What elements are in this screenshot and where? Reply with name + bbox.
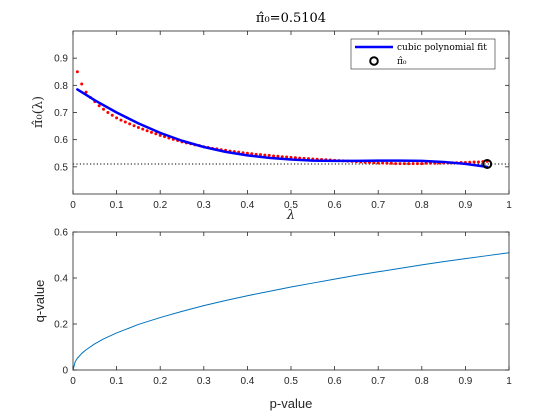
qvalue-x-tick-label: 0.4 <box>240 376 254 387</box>
legend-pi0-marker <box>369 56 379 66</box>
pi0-data-point <box>106 111 110 114</box>
pi0-data-point <box>119 118 123 122</box>
pi0-data-point <box>398 162 402 166</box>
pi0-y-tick-label: 0.8 <box>54 81 68 92</box>
pi0-data-point <box>141 127 145 131</box>
legend-pi0-label: π̂₀ <box>397 56 407 67</box>
pi0-data-point <box>136 125 140 129</box>
pi0-data-point <box>411 162 415 166</box>
qvalue-x-tick-label: 0 <box>70 376 76 387</box>
pi0-data-point <box>476 160 480 164</box>
pi0-data-point <box>97 104 101 108</box>
pi0-x-tick-label: 1 <box>506 200 512 211</box>
qvalue-x-tick-label: 0.5 <box>284 376 298 387</box>
qvalue-x-tick-label: 0.9 <box>458 376 472 387</box>
pi0-data-point <box>263 153 267 157</box>
qvalue-x-tick-label: 0.1 <box>110 376 124 387</box>
pi0-data-point <box>285 155 289 159</box>
pi0-data-point <box>145 129 149 133</box>
pi0-data-point <box>293 156 297 160</box>
pi0-x-tick-label: 0.4 <box>240 200 254 211</box>
qvalue-x-axis-label: p-value <box>270 396 313 411</box>
qvalue-x-tick-label: 0.6 <box>328 376 342 387</box>
pi0-x-tick-label: 0.7 <box>371 200 385 211</box>
pi0-data-point <box>132 124 136 128</box>
pi0-data-point <box>389 161 393 165</box>
pi0-x-tick-label: 0.2 <box>153 200 167 211</box>
pi0-y-tick-label: 0.9 <box>54 54 68 65</box>
pi0-x-axis-label: λ <box>286 208 295 223</box>
pi0-data-point <box>402 162 406 166</box>
pi0-ticks: 0 0.1 0.2 0.3 0.4 0.5 0.6 0.7 0.8 0.9 1 0.5 0.6 0.7 0.… <box>54 31 512 211</box>
pi0-x-tick-label: 0.5 <box>284 200 298 211</box>
qvalue-y-axis-label: q-value <box>32 280 47 323</box>
qvalue-x-tick-label: 1 <box>506 376 512 387</box>
pi0-x-tick-label: 0.3 <box>197 200 211 211</box>
qvalue-x-tick-label: 0.3 <box>197 376 211 387</box>
qvalue-panel: 0 0.1 0.2 0.3 0.4 0.5 0.6 0.7 0.8 0.9 100.20.40.6 … <box>32 228 512 412</box>
qvalue-y-tick-label: 0.4 <box>54 274 68 285</box>
pi0-data-point <box>289 155 293 159</box>
qvalue-x-tick-label: 0.8 <box>415 376 429 387</box>
pi0-data-point <box>102 107 106 111</box>
pi0-data-point <box>84 90 88 94</box>
pi0-estimate-marker <box>482 159 493 170</box>
pi0-y-tick-label: 0.6 <box>54 135 68 146</box>
pi0-data-point <box>75 70 79 74</box>
pi0-data-point <box>280 155 284 159</box>
pi0-data-point <box>250 152 254 156</box>
pi0-data-point <box>123 120 127 124</box>
pi0-data-point <box>415 162 419 166</box>
qvalue-plot-area <box>73 232 509 370</box>
pi0-x-tick-label: 0 <box>70 200 76 211</box>
pi0-data-point <box>385 161 389 165</box>
pi0-y-tick-label: 0.5 <box>54 162 68 173</box>
pi0-data-point <box>272 154 276 158</box>
pi0-chart-title: π̂₀=0.5104 <box>256 11 326 26</box>
legend-fit-label: cubic polynomial fit <box>397 43 487 53</box>
pi0-y-axis-label: π̂₀(λ) <box>31 96 46 128</box>
pi0-data-point <box>276 154 280 158</box>
pi0-y-tick-label: 0.7 <box>54 108 68 119</box>
qvalue-data-layer <box>72 252 510 371</box>
pi0-x-tick-label: 0.6 <box>328 200 342 211</box>
pi0-data-point <box>372 161 376 165</box>
qvalue-y-tick-label: 0.6 <box>54 228 68 239</box>
pi0-data-point <box>376 161 380 165</box>
pi0-data-point <box>128 122 132 126</box>
pi0-x-tick-label: 0.1 <box>110 200 124 211</box>
pi0-x-tick-label: 0.9 <box>458 200 472 211</box>
pi0-data-point <box>468 160 472 164</box>
pi0-data-point <box>381 161 385 165</box>
pi0-data-point <box>424 161 428 165</box>
pi0-data-point <box>110 113 114 117</box>
qvalue-y-tick-label: 0 <box>62 366 68 377</box>
pi0-data-point <box>158 133 162 137</box>
pi0-x-tick-label: 0.8 <box>415 200 429 211</box>
pi0-data-point <box>258 153 262 157</box>
pi0-data-point <box>149 130 153 134</box>
qvalue-y-tick-label: 0.2 <box>54 320 68 331</box>
qvalue-x-tick-label: 0.2 <box>153 376 167 387</box>
pi0-series-line <box>76 88 489 169</box>
pi0-data-point <box>394 162 398 166</box>
pi0-data-point <box>154 132 158 136</box>
pi0-panel: 0 0.1 0.2 0.3 0.4 0.5 0.6 0.7 0.8 0.9 1 0.5 0.6 0.7 0.… <box>31 11 512 223</box>
pi0-data-point <box>80 82 84 86</box>
pi0-data-point <box>472 160 476 164</box>
pi0-data-point <box>115 116 119 120</box>
pi0-data-point <box>245 151 249 155</box>
qvalue-series-line <box>72 252 510 371</box>
pi0-data-point <box>420 162 424 166</box>
qvalue-x-tick-label: 0.7 <box>371 376 385 387</box>
pi0-legend: cubic polynomial fit π̂₀ <box>350 38 496 70</box>
pi0-data-point <box>267 153 271 157</box>
qvalue-ticks: 0 0.1 0.2 0.3 0.4 0.5 0.6 0.7 0.8 0.9 1 0 0.2 0.4 0.6 <box>54 228 512 388</box>
pi0-data-layer <box>73 70 509 170</box>
pi0-data-point <box>407 162 411 166</box>
